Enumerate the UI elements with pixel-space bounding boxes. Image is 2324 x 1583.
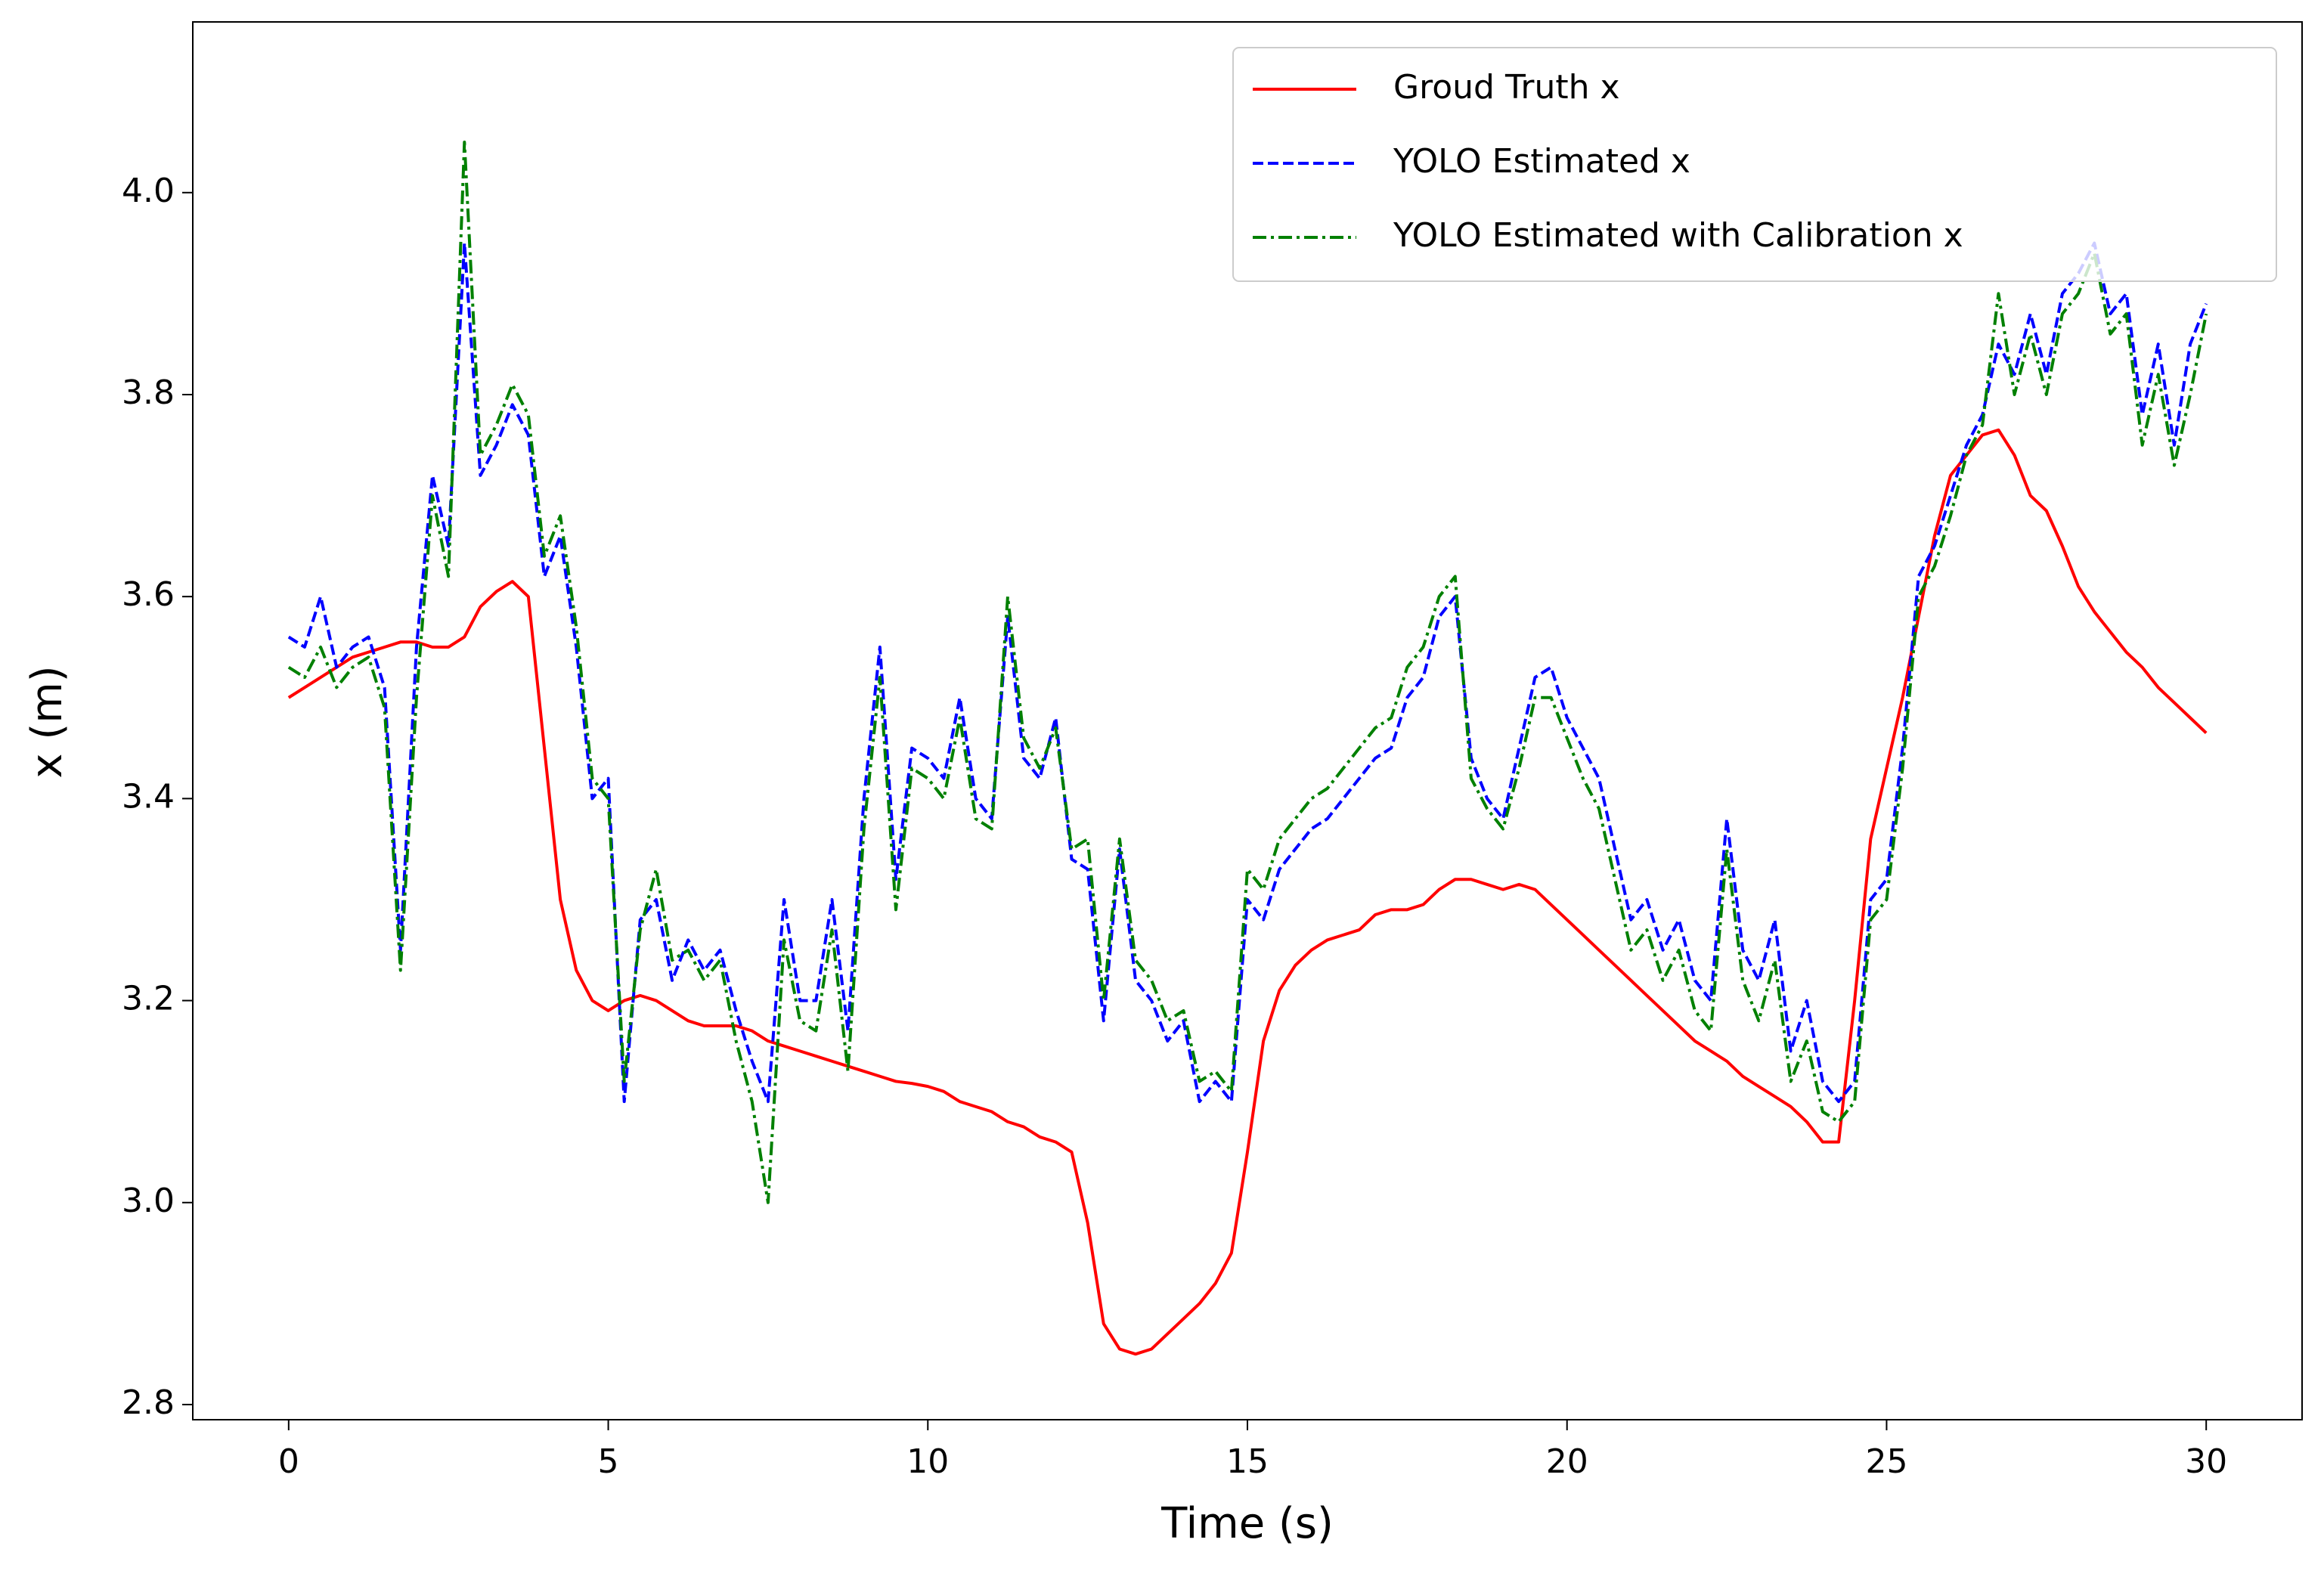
legend-label: Groud Truth x	[1393, 68, 1620, 107]
legend-box	[1232, 47, 2277, 282]
legend: Groud Truth x YOLO Estimated x YOLO Estima…	[1232, 47, 2277, 282]
x-tick-label: 5	[598, 1442, 619, 1481]
x-tick-label: 25	[1865, 1442, 1907, 1481]
x-tick-label: 15	[1226, 1442, 1269, 1481]
y-tick-label: 4.0	[122, 172, 175, 210]
x-tick-label: 10	[906, 1442, 949, 1481]
y-tick-label: 2.8	[122, 1383, 175, 1422]
series-line	[287, 428, 2208, 1356]
x-tick-label: 30	[2185, 1442, 2227, 1481]
series-line	[287, 140, 2208, 1204]
x-axis-label: Time (s)	[1160, 1499, 1334, 1548]
series-line	[287, 241, 2208, 1104]
plot-frame	[192, 21, 2303, 1420]
x-tick-label: 0	[278, 1442, 299, 1481]
legend-label: YOLO Estimated x	[1393, 142, 1690, 181]
y-tick-label: 3.4	[122, 777, 175, 816]
x-tick-label: 20	[1546, 1442, 1588, 1481]
legend-label: YOLO Estimated with Calibration x	[1393, 216, 1963, 255]
y-axis-label: x (m)	[23, 665, 72, 778]
y-tick-label: 3.2	[122, 980, 175, 1018]
y-tick-label: 3.0	[122, 1182, 175, 1220]
y-tick-label: 3.6	[122, 575, 175, 614]
y-tick-label: 3.8	[122, 373, 175, 412]
